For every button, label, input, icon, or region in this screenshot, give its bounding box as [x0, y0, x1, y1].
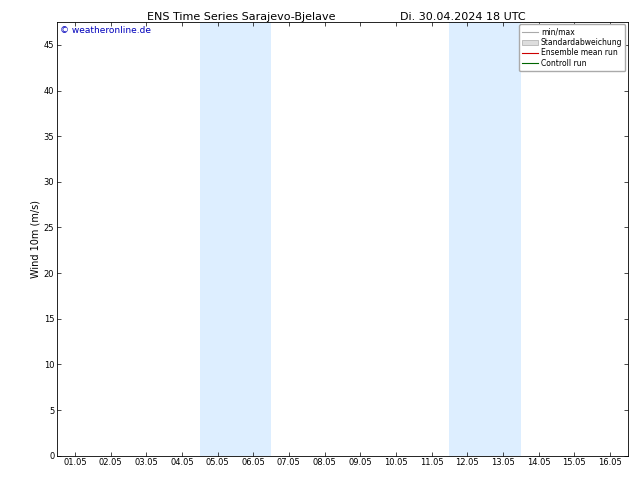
Text: © weatheronline.de: © weatheronline.de: [60, 26, 151, 35]
Bar: [450, 22, 521, 456]
Legend: min/max, Standardabweichung, Ensemble mean run, Controll run: min/max, Standardabweichung, Ensemble me…: [519, 24, 625, 71]
Y-axis label: Wind 10m (m/s): Wind 10m (m/s): [31, 200, 41, 278]
Text: ENS Time Series Sarajevo-Bjelave: ENS Time Series Sarajevo-Bjelave: [146, 12, 335, 22]
Text: Di. 30.04.2024 18 UTC: Di. 30.04.2024 18 UTC: [400, 12, 526, 22]
Bar: [200, 22, 271, 456]
